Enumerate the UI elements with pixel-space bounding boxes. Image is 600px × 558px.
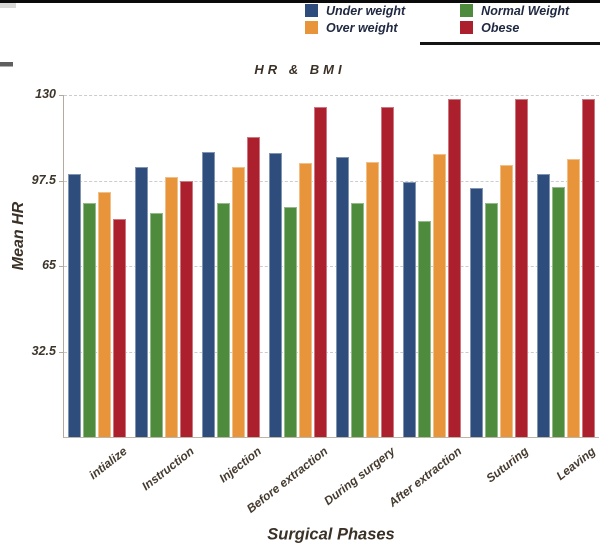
bar-under-weight (402, 181, 416, 437)
bar-over-weight (566, 159, 580, 437)
bar-normal-weight (217, 202, 231, 437)
legend-label: Normal Weight (481, 3, 570, 18)
bar-obese (447, 98, 461, 437)
legend-label: Obese (481, 20, 520, 35)
gridline (64, 95, 599, 96)
y-tick-label: 130 (35, 87, 56, 101)
legend-swatch-under-weight (305, 4, 318, 17)
bar-over-weight (232, 167, 246, 437)
bar-normal-weight (551, 187, 565, 437)
y-tick-label: 97.5 (31, 172, 56, 187)
bar-normal-weight (83, 202, 97, 437)
legend-item: Obese (460, 20, 569, 35)
y-axis-tick (59, 95, 64, 96)
x-axis-title: Surgical Phases (267, 525, 395, 544)
window-top-border (0, 0, 600, 3)
bar-obese (247, 137, 261, 437)
x-tick-label: Suturing (483, 444, 532, 486)
legend-swatch-normal-weight (460, 4, 474, 17)
gridline (64, 180, 599, 182)
legend-label: Over weight (326, 20, 398, 35)
bar-over-weight (365, 162, 379, 437)
x-tick-label: Instruction (139, 444, 197, 494)
bar-normal-weight (150, 213, 164, 437)
bar-under-weight (202, 151, 216, 437)
bar-over-weight (432, 154, 446, 437)
y-tick-label: 32.5 (31, 343, 56, 358)
x-tick-label: intialize (86, 444, 131, 483)
gridline (64, 351, 599, 353)
bar-over-weight (499, 164, 513, 437)
window-tab (0, 3, 16, 8)
bar-under-weight (269, 152, 283, 437)
legend-label: Under weight (326, 3, 406, 18)
bar-under-weight (335, 156, 349, 437)
bar-over-weight (98, 192, 112, 437)
bar-under-weight (469, 188, 483, 437)
bar-obese (380, 106, 394, 437)
y-axis-tick (59, 351, 64, 353)
bar-obese (581, 98, 595, 437)
bar-over-weight (165, 176, 179, 437)
legend-column: Under weight Over weight (305, 3, 406, 35)
bar-normal-weight (284, 206, 298, 437)
bar-obese (314, 106, 328, 437)
x-tick-label: Injection (216, 444, 264, 486)
bar-normal-weight (350, 202, 364, 437)
y-axis-tick (59, 180, 64, 182)
legend-item: Over weight (305, 20, 405, 35)
bar-normal-weight (417, 221, 431, 437)
legend-swatch-over-weight (305, 21, 318, 34)
bar-over-weight (299, 163, 313, 437)
bar-normal-weight (484, 202, 498, 437)
bar-obese (514, 98, 528, 437)
y-axis-tick (59, 266, 64, 267)
legend-column: Normal Weight Obese (460, 3, 570, 35)
plot-area: 32.5 65 97.5 130 intialize Instruction Injecti… (32, 87, 599, 516)
legend-underline (420, 42, 600, 45)
window-edge-mark (0, 62, 13, 67)
gridline (64, 266, 599, 267)
x-tick-label: Leaving (553, 444, 599, 483)
x-tick-label: After extraction (385, 444, 465, 510)
bar-under-weight (536, 173, 550, 437)
legend-swatch-obese (460, 21, 474, 34)
legend: Under weight Over weight Normal Weight Obes… (305, 3, 570, 35)
bar-under-weight (135, 167, 149, 437)
bar-obese (113, 218, 127, 437)
legend-item: Under weight (305, 3, 406, 18)
legend-item: Normal Weight (460, 3, 570, 18)
chart-title: HR & BMI (254, 62, 346, 77)
bar-obese (180, 180, 194, 437)
bar-under-weight (68, 173, 82, 437)
y-tick-label: 65 (42, 258, 56, 272)
